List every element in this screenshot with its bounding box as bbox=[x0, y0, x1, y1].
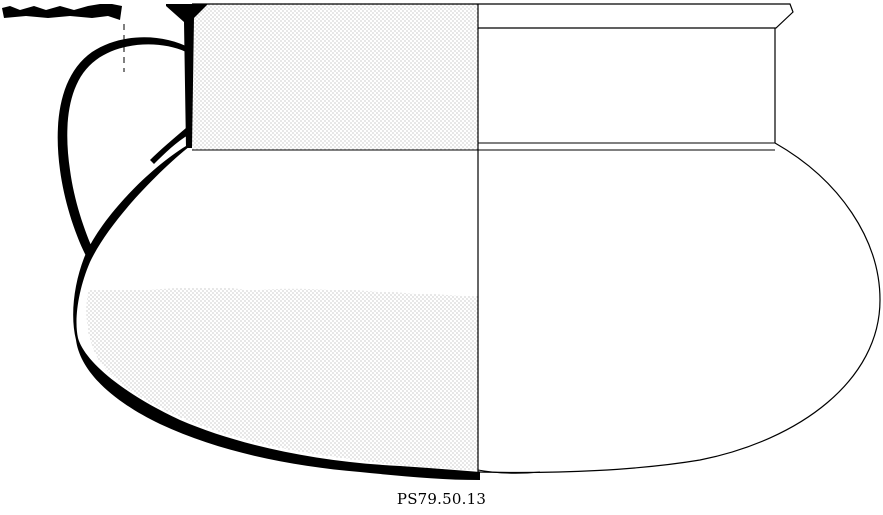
neck-stipple bbox=[192, 4, 478, 150]
handle-section bbox=[2, 4, 122, 20]
sherd-id-caption: PS79.50.13 bbox=[396, 490, 487, 508]
rim-outline bbox=[192, 3, 794, 29]
rim-section bbox=[166, 4, 208, 148]
body-outline-right bbox=[477, 142, 881, 474]
lower-body-stipple bbox=[86, 287, 478, 470]
base-foot bbox=[477, 469, 541, 474]
